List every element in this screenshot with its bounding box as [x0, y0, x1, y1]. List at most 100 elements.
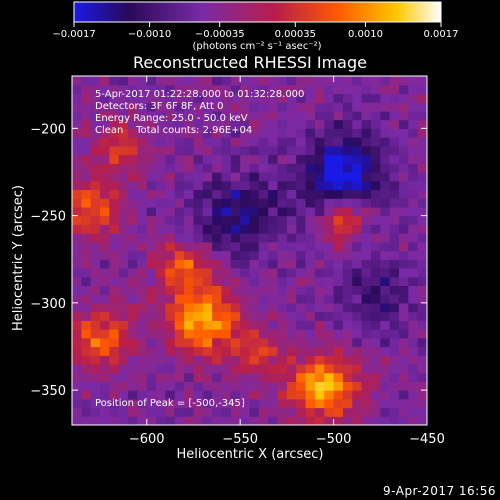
heatmap-cell — [128, 154, 138, 164]
heatmap-cell — [286, 337, 297, 348]
heatmap-cell — [240, 76, 251, 86]
heatmap-cell — [361, 346, 372, 356]
heatmap-cell — [352, 110, 363, 121]
heatmap-cell — [286, 407, 297, 417]
heatmap-cell — [146, 372, 157, 382]
heatmap-cell — [296, 119, 307, 129]
heatmap-cell — [296, 198, 307, 208]
heatmap-cell — [118, 355, 129, 365]
heatmap-cell — [81, 398, 92, 409]
heatmap-cell — [90, 329, 101, 339]
heatmap-cell — [230, 171, 241, 182]
heatmap-cell — [268, 145, 279, 156]
heatmap-cell — [333, 154, 344, 164]
heatmap-cell — [398, 329, 409, 339]
heatmap-cell — [90, 93, 101, 103]
heatmap-cell — [165, 145, 176, 156]
heatmap-cell — [277, 224, 288, 234]
heatmap-cell — [137, 363, 148, 374]
heatmap-cell — [128, 119, 138, 129]
heatmap-cell — [100, 76, 110, 86]
heatmap-cell — [193, 346, 204, 356]
heatmap-cell — [212, 259, 223, 269]
heatmap-cell — [398, 398, 409, 409]
heatmap-cell — [72, 320, 82, 330]
heatmap-cell — [165, 84, 176, 95]
heatmap-cell — [286, 363, 297, 374]
heatmap-cell — [146, 119, 157, 129]
heatmap-cell — [380, 154, 391, 164]
heatmap-cell — [296, 154, 307, 164]
x-axis-label: Heliocentric X (arcsec) — [177, 447, 324, 462]
heatmap-cell — [333, 259, 344, 269]
heatmap-cell — [249, 346, 260, 356]
heatmap-cell — [109, 145, 120, 156]
heatmap-cell — [286, 198, 297, 208]
heatmap-cell — [408, 76, 419, 86]
heatmap-cell — [146, 346, 157, 356]
heatmap-cell — [286, 189, 297, 199]
heatmap-cell — [202, 346, 213, 356]
heatmap-cell — [156, 84, 167, 95]
heatmap-cell — [417, 381, 427, 391]
heatmap-cell — [165, 416, 176, 425]
heatmap-cell — [221, 137, 232, 147]
heatmap-cell — [221, 128, 232, 138]
heatmap-cell — [184, 346, 195, 356]
heatmap-cell — [408, 363, 419, 374]
heatmap-cell — [342, 163, 353, 173]
heatmap-cell — [361, 145, 372, 156]
heatmap-cell — [370, 102, 381, 112]
heatmap-cell — [128, 145, 138, 156]
heatmap-cell — [184, 163, 195, 173]
heatmap-cell — [352, 381, 363, 391]
heatmap-cell — [100, 233, 110, 243]
heatmap-cell — [109, 311, 120, 321]
heatmap-cell — [398, 311, 409, 321]
heatmap-cell — [286, 302, 297, 313]
heatmap-cell — [408, 224, 419, 234]
heatmap-cell — [118, 119, 129, 129]
heatmap-cell — [258, 215, 269, 225]
heatmap-cell — [277, 128, 288, 138]
heatmap-cell — [324, 355, 335, 365]
heatmap-cell — [100, 329, 110, 339]
heatmap-cell — [109, 233, 120, 243]
heatmap-cell — [361, 381, 372, 391]
heatmap-cell — [258, 416, 269, 425]
heatmap-cell — [221, 102, 232, 112]
heatmap-cell — [258, 285, 269, 295]
heatmap-cell — [352, 145, 363, 156]
heatmap-cell — [342, 381, 353, 391]
heatmap-cell — [146, 302, 157, 313]
heatmap-cell — [342, 206, 353, 217]
heatmap-cell — [202, 241, 213, 252]
heatmap-cell — [156, 206, 167, 217]
heatmap-cell — [174, 407, 185, 417]
heatmap-cell — [174, 180, 185, 191]
heatmap-cell — [184, 372, 195, 382]
heatmap-cell — [174, 84, 185, 95]
heatmap-cell — [146, 390, 157, 400]
heatmap-cell — [389, 320, 400, 330]
heatmap-cell — [128, 320, 138, 330]
heatmap-cell — [370, 171, 381, 182]
heatmap-cell — [100, 171, 110, 182]
heatmap-cell — [286, 233, 297, 243]
heatmap-cell — [314, 163, 325, 173]
heatmap-cell — [240, 233, 251, 243]
heatmap-cell — [370, 346, 381, 356]
heatmap-cell — [137, 381, 148, 391]
heatmap-cell — [314, 285, 325, 295]
heatmap-cell — [417, 198, 427, 208]
heatmap-cell — [193, 84, 204, 95]
heatmap-cell — [361, 198, 372, 208]
heatmap-cell — [128, 329, 138, 339]
heatmap-cell — [258, 302, 269, 313]
heatmap-cell — [72, 189, 82, 199]
heatmap-cell — [118, 145, 129, 156]
heatmap-cell — [90, 128, 101, 138]
heatmap-cell — [398, 163, 409, 173]
heatmap-cell — [72, 398, 82, 409]
heatmap-cell — [417, 363, 427, 374]
